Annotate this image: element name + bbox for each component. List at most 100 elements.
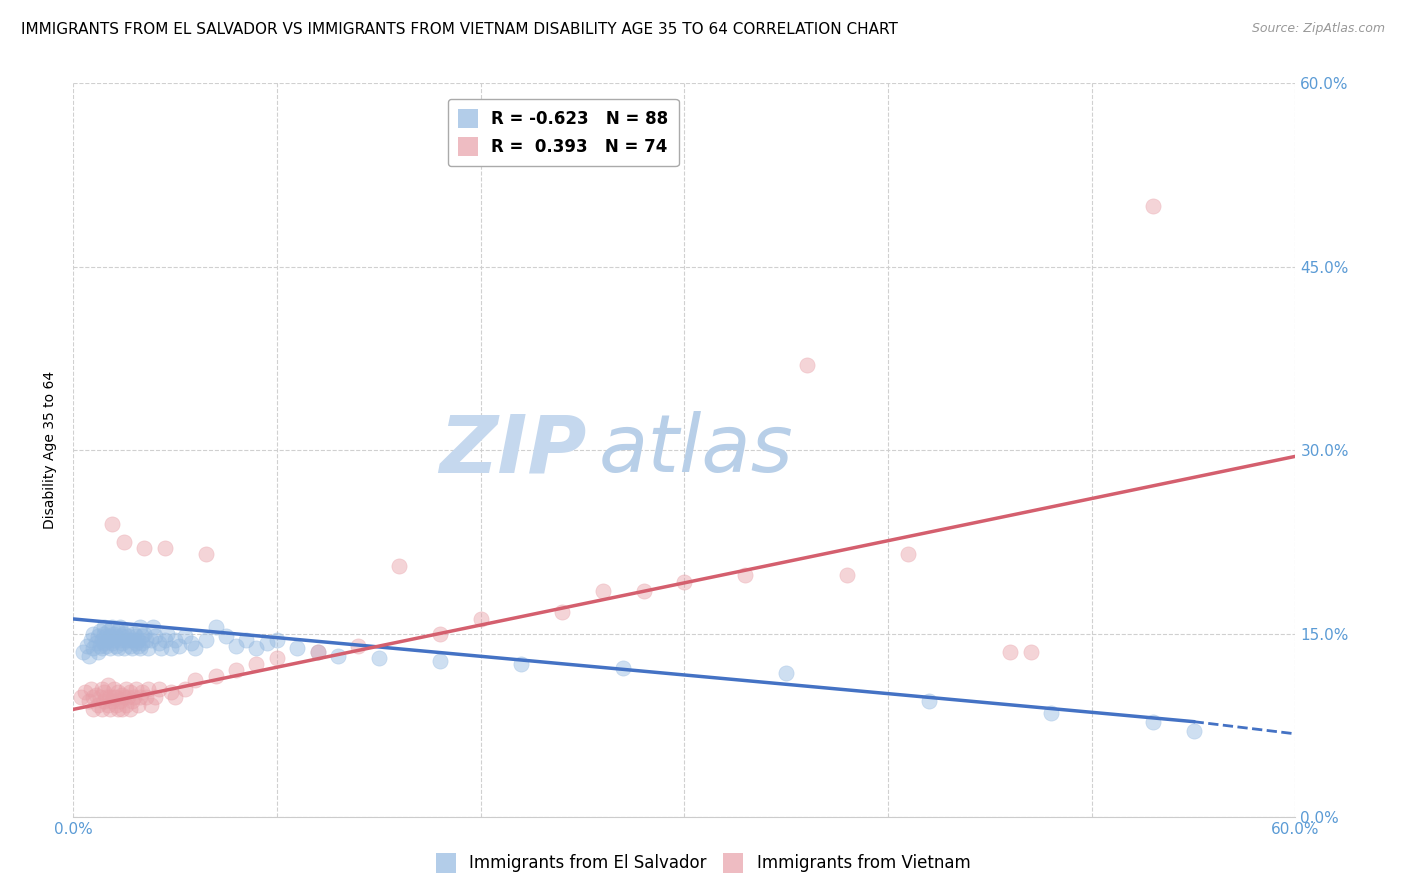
- Point: [1142, 714, 1164, 729]
- Point: [115, 632, 138, 647]
- Point: [120, 685, 142, 699]
- Point: [98, 702, 121, 716]
- Point: [129, 620, 152, 634]
- Point: [107, 641, 129, 656]
- Point: [86, 698, 108, 712]
- Point: [1000, 645, 1022, 659]
- Point: [115, 624, 138, 639]
- Point: [98, 641, 121, 656]
- Point: [184, 641, 207, 656]
- Point: [111, 702, 134, 716]
- Point: [139, 632, 162, 647]
- Point: [135, 690, 157, 705]
- Point: [103, 690, 125, 705]
- Point: [82, 641, 104, 656]
- Point: [94, 629, 117, 643]
- Point: [72, 645, 94, 659]
- Point: [86, 645, 108, 659]
- Point: [104, 698, 127, 712]
- Point: [551, 605, 574, 619]
- Point: [266, 632, 288, 647]
- Point: [204, 620, 226, 634]
- Point: [104, 629, 127, 643]
- Point: [592, 583, 614, 598]
- Point: [122, 690, 145, 705]
- Point: [837, 568, 859, 582]
- Point: [98, 629, 121, 643]
- Point: [156, 626, 179, 640]
- Point: [117, 629, 139, 643]
- Point: [111, 688, 134, 702]
- Point: [93, 620, 115, 634]
- Point: [90, 632, 112, 647]
- Point: [86, 629, 108, 643]
- Point: [141, 620, 163, 634]
- Point: [121, 694, 143, 708]
- Point: [125, 636, 148, 650]
- Point: [82, 690, 104, 705]
- Point: [163, 632, 186, 647]
- Point: [111, 629, 134, 643]
- Point: [153, 632, 176, 647]
- Point: [97, 624, 120, 639]
- Point: [918, 694, 941, 708]
- Point: [93, 626, 115, 640]
- Point: [194, 547, 217, 561]
- Point: [93, 636, 115, 650]
- Legend: Immigrants from El Salvador, Immigrants from Vietnam: Immigrants from El Salvador, Immigrants …: [429, 847, 977, 880]
- Point: [256, 636, 278, 650]
- Point: [307, 645, 329, 659]
- Point: [429, 626, 451, 640]
- Point: [1019, 645, 1042, 659]
- Legend: R = -0.623   N = 88, R =  0.393   N = 74: R = -0.623 N = 88, R = 0.393 N = 74: [449, 99, 679, 166]
- Point: [107, 685, 129, 699]
- Point: [94, 639, 117, 653]
- Point: [775, 665, 797, 680]
- Point: [108, 632, 131, 647]
- Point: [117, 690, 139, 705]
- Point: [148, 681, 170, 696]
- Point: [104, 690, 127, 705]
- Point: [125, 681, 148, 696]
- Point: [153, 541, 176, 555]
- Point: [225, 663, 247, 677]
- Point: [131, 629, 153, 643]
- Point: [80, 632, 103, 647]
- Point: [180, 636, 202, 650]
- Point: [347, 639, 370, 653]
- Point: [734, 568, 756, 582]
- Point: [82, 702, 104, 716]
- Point: [75, 685, 97, 699]
- Point: [97, 698, 120, 712]
- Point: [98, 690, 121, 705]
- Point: [139, 698, 162, 712]
- Point: [103, 681, 125, 696]
- Point: [285, 641, 308, 656]
- Point: [70, 690, 93, 705]
- Point: [89, 624, 111, 639]
- Point: [215, 629, 238, 643]
- Point: [138, 641, 160, 656]
- Point: [135, 632, 157, 647]
- Point: [103, 632, 125, 647]
- Point: [163, 690, 186, 705]
- Point: [204, 669, 226, 683]
- Point: [307, 645, 329, 659]
- Point: [90, 681, 112, 696]
- Point: [129, 690, 152, 705]
- Point: [245, 641, 267, 656]
- Point: [510, 657, 533, 672]
- Point: [108, 694, 131, 708]
- Point: [225, 639, 247, 653]
- Point: [115, 681, 138, 696]
- Point: [1142, 199, 1164, 213]
- Point: [107, 702, 129, 716]
- Point: [266, 651, 288, 665]
- Point: [101, 636, 124, 650]
- Point: [101, 694, 124, 708]
- Point: [120, 702, 142, 716]
- Point: [174, 629, 197, 643]
- Point: [121, 641, 143, 656]
- Point: [112, 641, 135, 656]
- Point: [94, 690, 117, 705]
